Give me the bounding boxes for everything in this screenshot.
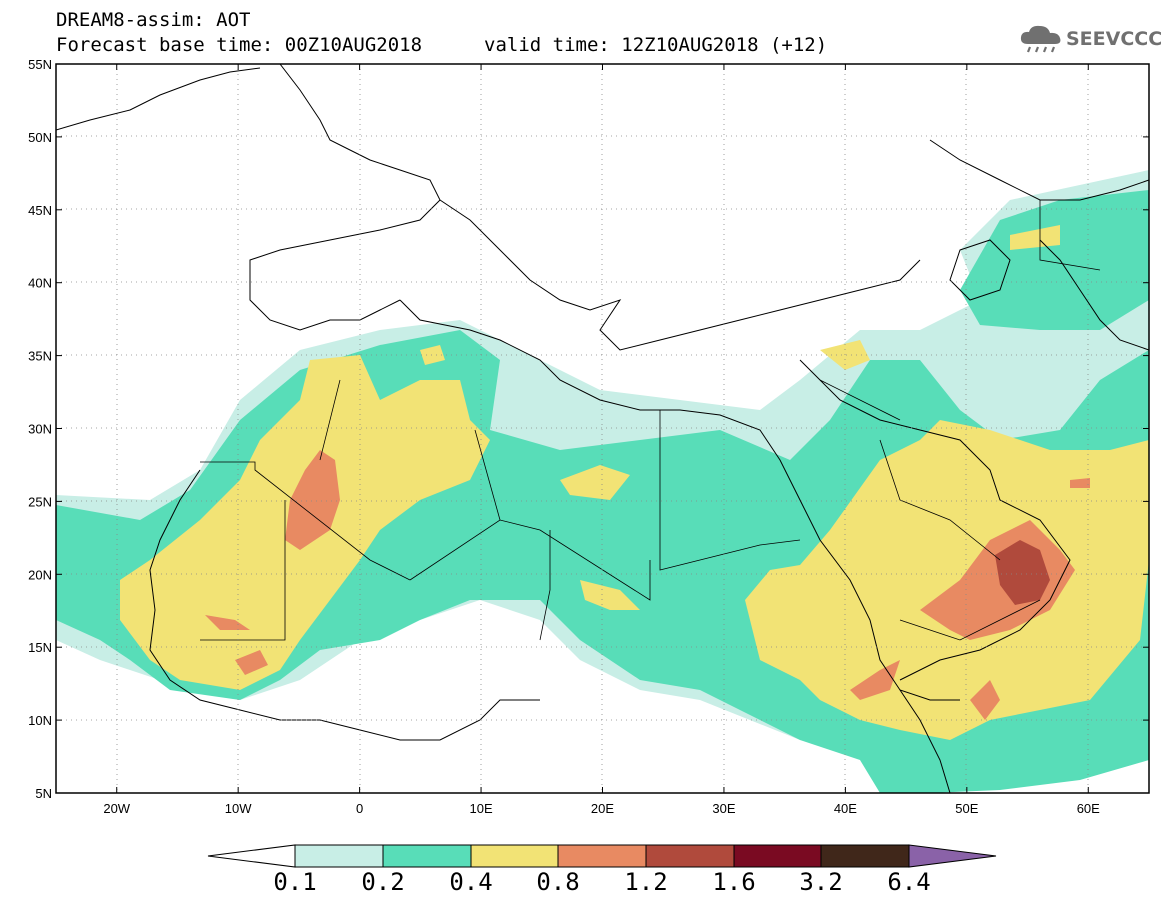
latitude-label: 5N (35, 786, 52, 801)
latitude-labels: 55N 50N 45N 40N 35N 30N 25N 20N 15N 10N 5N (28, 57, 52, 801)
colorbar-box-1.2 (645, 844, 735, 868)
latitude-label: 50N (28, 130, 52, 145)
cloud-rain-icon (1020, 25, 1061, 53)
latitude-label: 55N (28, 57, 52, 72)
colorbar-label: 6.4 (887, 868, 931, 896)
longitude-label: 60E (1077, 801, 1100, 816)
colorbar-box-0.2 (382, 844, 472, 868)
longitude-label: 20E (591, 801, 614, 816)
base-time: Forecast base time: 00Z10AUG2018 (56, 34, 423, 56)
latitude-label: 30N (28, 422, 52, 437)
colorbar-box-1.6 (733, 844, 822, 868)
longitude-label: 0 (356, 801, 363, 816)
colorbar-box-0.8 (557, 844, 647, 868)
latitude-label: 45N (28, 203, 52, 218)
colorbar-label: 1.6 (712, 868, 756, 896)
longitude-label: 10W (225, 801, 252, 816)
latitude-label: 10N (28, 713, 52, 728)
colorbar-arrow-low (207, 844, 296, 868)
colorbar-label: 0.2 (361, 868, 405, 896)
colorbar-label: 0.1 (273, 868, 317, 896)
longitude-labels: 20W 10W 0 10E 20E 30E 40E 50E 60E (103, 801, 1100, 816)
tick-marks (56, 63, 1149, 794)
colorbar-box-0.1 (294, 844, 384, 868)
graticule (56, 64, 1149, 793)
colorbar-box-0.4 (470, 844, 559, 868)
longitude-label: 10E (469, 801, 492, 816)
colorbar-label: 1.2 (624, 868, 668, 896)
longitude-label: 40E (834, 801, 857, 816)
map-title: DREAM8-assim: AOT (56, 9, 251, 31)
aot-field (56, 170, 1149, 793)
colorbar-arrow-high (908, 844, 997, 868)
logo-text: SEEVCCC (1066, 28, 1163, 50)
longitude-label: 30E (712, 801, 735, 816)
longitude-label: 50E (955, 801, 978, 816)
valid-time: valid time: 12Z10AUG2018 (+12) (484, 34, 828, 56)
longitude-label: 20W (103, 801, 130, 816)
colorbar-label: 3.2 (799, 868, 843, 896)
latitude-label: 20N (28, 567, 52, 582)
latitude-label: 25N (28, 494, 52, 509)
colorbar-box-3.2 (820, 844, 910, 868)
latitude-label: 35N (28, 349, 52, 364)
colorbar-label: 0.8 (536, 868, 580, 896)
borders (200, 200, 1101, 641)
seevccc-logo: SEEVCCC (1018, 22, 1162, 56)
latitude-label: 15N (28, 640, 52, 655)
colorbar-label: 0.4 (449, 868, 493, 896)
aot-band-1.2 (995, 540, 1050, 605)
forecast-time-line: Forecast base time: 00Z10AUG2018 valid ti… (56, 34, 827, 56)
latitude-label: 40N (28, 276, 52, 291)
